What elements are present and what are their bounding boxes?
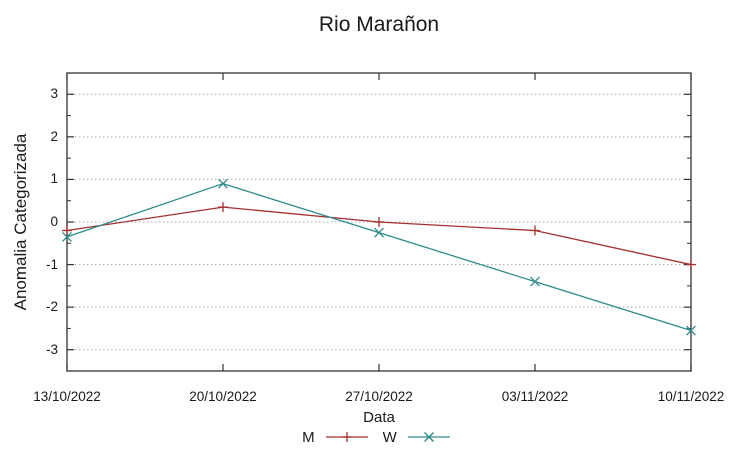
x-tick-label: 13/10/2022: [33, 389, 101, 404]
x-tick-label: 27/10/2022: [345, 389, 413, 404]
series-W-line: [66, 183, 692, 332]
y-tick-label: -2: [45, 299, 58, 315]
plot-border: [66, 72, 692, 372]
series-W: [62, 178, 696, 336]
legend-label: M: [302, 428, 315, 446]
series-M: [62, 202, 696, 270]
y-tick-label: 0: [50, 214, 58, 229]
y-tick-label: 1: [50, 171, 58, 187]
series-M-line: [66, 206, 692, 266]
legend-sample-cross-icon: [407, 432, 450, 442]
x-tick-label: 20/10/2022: [189, 389, 257, 404]
chart-title: Rio Marañon: [318, 13, 440, 36]
y-tick-label: -1: [45, 256, 58, 272]
legend-item-M: M: [302, 429, 369, 446]
y-tick-label: -3: [45, 341, 58, 357]
legend-sample-plus-icon: [325, 432, 368, 442]
y-tick-label: 2: [50, 128, 58, 144]
y-tick-label: 3: [50, 86, 58, 102]
x-tick-label: 10/11/2022: [657, 389, 725, 404]
legend-item-W: W: [383, 429, 451, 446]
x-tick-label: 03/11/2022: [501, 389, 569, 404]
legend-label: W: [382, 428, 397, 446]
x-axis-title: Data: [363, 409, 395, 426]
axis-ticks: [66, 73, 692, 371]
